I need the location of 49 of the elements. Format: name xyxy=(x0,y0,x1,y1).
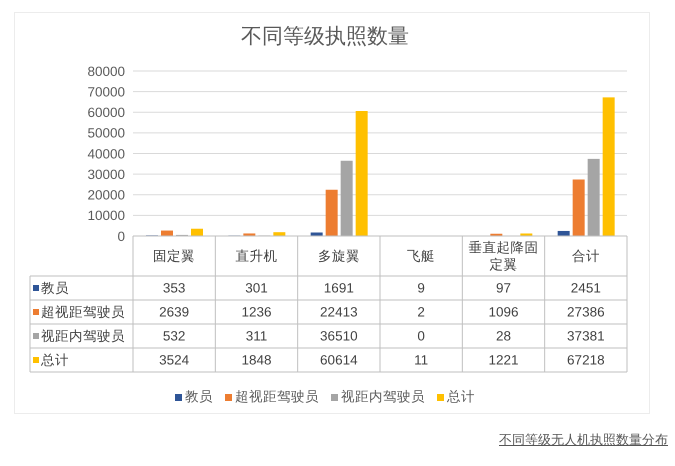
x-tick-label: 多旋翼 xyxy=(318,248,360,264)
data-label: 1848 xyxy=(241,352,272,368)
x-tick-label: 垂直起降固定翼 xyxy=(468,240,538,272)
data-label: 67218 xyxy=(567,352,605,368)
text: 超视距驾驶员 xyxy=(235,389,319,404)
x-tick-label: 合计 xyxy=(572,248,600,264)
data-label: 301 xyxy=(245,280,268,296)
y-tick-label: 20000 xyxy=(87,188,125,203)
data-label: 9 xyxy=(417,280,425,296)
text: 总计 xyxy=(41,352,69,368)
y-tick-label: 10000 xyxy=(87,208,125,224)
x-tick-label: 飞艇 xyxy=(407,248,436,264)
y-tick-label: 80000 xyxy=(87,64,125,79)
legend-label: 教员 xyxy=(41,280,69,296)
y-tick-label: 70000 xyxy=(87,84,125,100)
text: 不同等级无人机执照数量分布 xyxy=(499,432,668,448)
chart-title: 不同等级执照数量 xyxy=(240,24,410,50)
y-tick-label: 50000 xyxy=(87,126,125,141)
x-tick-label: 固定翼 xyxy=(153,248,196,264)
legend-label: 视距内驾驶员 xyxy=(41,328,125,344)
data-label: 0 xyxy=(417,328,425,344)
data-label: 97 xyxy=(496,280,512,296)
data-label: 37381 xyxy=(567,328,605,344)
data-label: 60614 xyxy=(320,352,358,368)
legend-label: 超视距驾驶员 xyxy=(41,304,125,320)
data-label: 353 xyxy=(162,280,186,296)
data-label: 1691 xyxy=(324,280,354,296)
y-tick-label: 40000 xyxy=(87,146,125,162)
x-tick-label: 直升机 xyxy=(236,248,278,264)
text: 教员 xyxy=(185,389,213,404)
legend-label: 总计 xyxy=(447,388,475,406)
data-label: 532 xyxy=(162,328,186,344)
data-label: 1236 xyxy=(241,304,272,320)
data-label: 22413 xyxy=(320,304,358,320)
data-label: 3524 xyxy=(159,352,190,368)
data-label: 2639 xyxy=(159,304,190,320)
y-tick-label: 0 xyxy=(117,228,125,244)
data-label: 2451 xyxy=(570,280,601,296)
y-tick-label: 60000 xyxy=(87,105,125,120)
data-label: 36510 xyxy=(320,328,358,344)
text: 视距内驾驶员 xyxy=(341,389,425,404)
data-label: 311 xyxy=(246,328,268,344)
data-label: 1096 xyxy=(488,304,519,320)
data-label: 28 xyxy=(496,328,512,344)
data-label: 2 xyxy=(417,304,425,320)
y-tick-label: 30000 xyxy=(87,166,125,182)
data-label: 27386 xyxy=(567,304,605,320)
data-label: 1221 xyxy=(488,352,519,368)
data-label: 11 xyxy=(414,352,428,368)
